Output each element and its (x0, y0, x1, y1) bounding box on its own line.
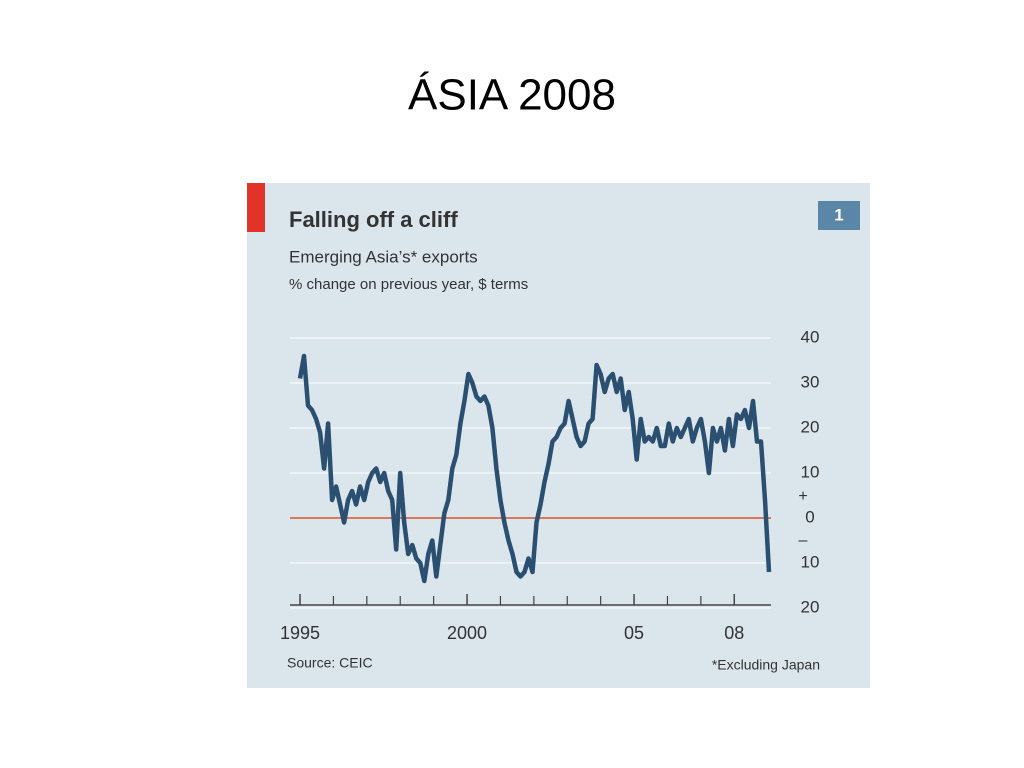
x-tick-label: 2000 (447, 623, 487, 643)
x-tick-label: 05 (624, 623, 644, 643)
y-tick-label: 10 (801, 462, 820, 481)
footnote: *Excluding Japan (712, 657, 820, 673)
x-tick-label: 1995 (280, 623, 320, 643)
y-tick-label: 30 (801, 372, 820, 391)
y-tick-label: 10 (801, 552, 820, 571)
data-line (297, 353, 772, 584)
negative-sign: – (799, 532, 808, 549)
y-tick-label: 20 (801, 417, 820, 436)
y-tick-label: 0 (805, 507, 814, 526)
source: Source: CEIC (287, 655, 373, 671)
y-tick-label: 20 (801, 597, 820, 616)
positive-sign: + (798, 488, 807, 505)
chart-badge (818, 201, 860, 230)
chart-title: Falling off a cliff (289, 207, 458, 232)
chart-subtitle: Emerging Asia’s* exports (289, 247, 478, 266)
chart-number: 1 (834, 205, 843, 224)
red-tab (247, 183, 265, 232)
slide-title: ÁSIA 2008 (408, 71, 616, 120)
y-tick-label: 40 (801, 327, 820, 346)
x-tick-label: 08 (724, 623, 744, 643)
chart-units: % change on previous year, $ terms (289, 276, 528, 293)
